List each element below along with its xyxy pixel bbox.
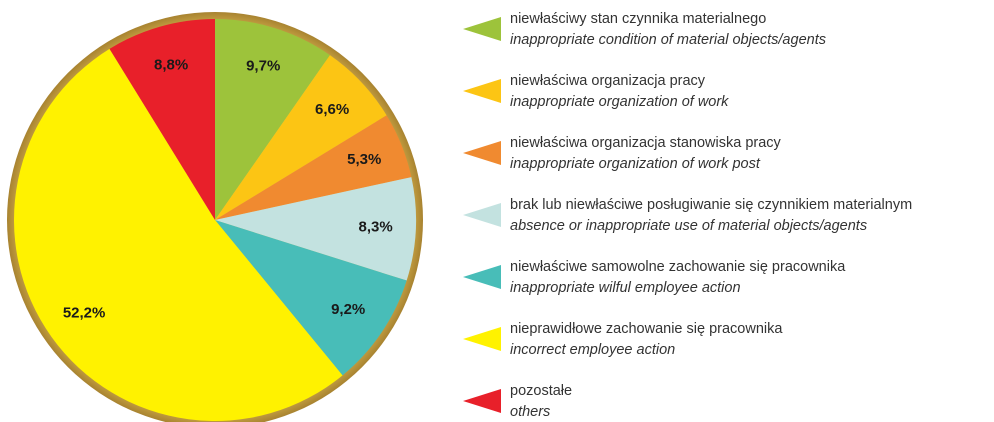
pie-slice [215,177,416,281]
legend-label: brak lub niewłaściwe posługiwanie się cz… [510,197,912,213]
pie-slice [215,55,387,221]
legend-label: niewłaściwa organizacja pracy [510,73,706,89]
legend-swatch [463,389,501,413]
labels: 9,7% 6,6% 5,3% 8,3% 9,2% 52,2% 8,8% [63,56,393,321]
slices [13,19,416,422]
legend-swatch [463,79,501,103]
legend-label-en: inappropriate organization of work [510,94,729,110]
pie-slice [109,19,215,220]
legend-label-en: inappropriate condition of material obje… [510,32,826,48]
value-label: 8,8% [154,56,188,73]
legend-label-en: inappropriate organization of work post [510,156,761,172]
value-label: 8,3% [359,218,393,235]
legend-swatch [463,327,501,351]
legend-label: nieprawidłowe zachowanie się pracownika [510,321,783,337]
legend-swatch [463,203,501,227]
legend-label-en: inappropriate wilful employee action [510,280,741,296]
legend: niewłaściwy stan czynnika materialnego in… [463,11,912,420]
legend-label: niewłaściwa organizacja stanowiska pracy [510,135,782,151]
value-label: 5,3% [347,151,381,168]
legend-swatch [463,17,501,41]
legend-label-en: absence or inappropriate use of material… [510,218,867,234]
value-label: 6,6% [315,101,349,118]
legend-label: niewłaściwe samowolne zachowanie się pra… [510,259,846,275]
legend-label: niewłaściwy stan czynnika materialnego [510,11,766,27]
value-label: 9,7% [246,58,280,75]
legend-label-en: incorrect employee action [510,342,675,358]
pie-slice [215,115,412,220]
pie-slice [215,19,330,220]
legend-label: pozostałe [510,383,572,399]
legend-swatch [463,265,501,289]
pie-slice [13,48,343,422]
value-label: 9,2% [331,301,365,318]
pie-slice [215,220,407,376]
legend-label-en: others [510,404,550,420]
value-label: 52,2% [63,304,106,321]
legend-swatch [463,141,501,165]
